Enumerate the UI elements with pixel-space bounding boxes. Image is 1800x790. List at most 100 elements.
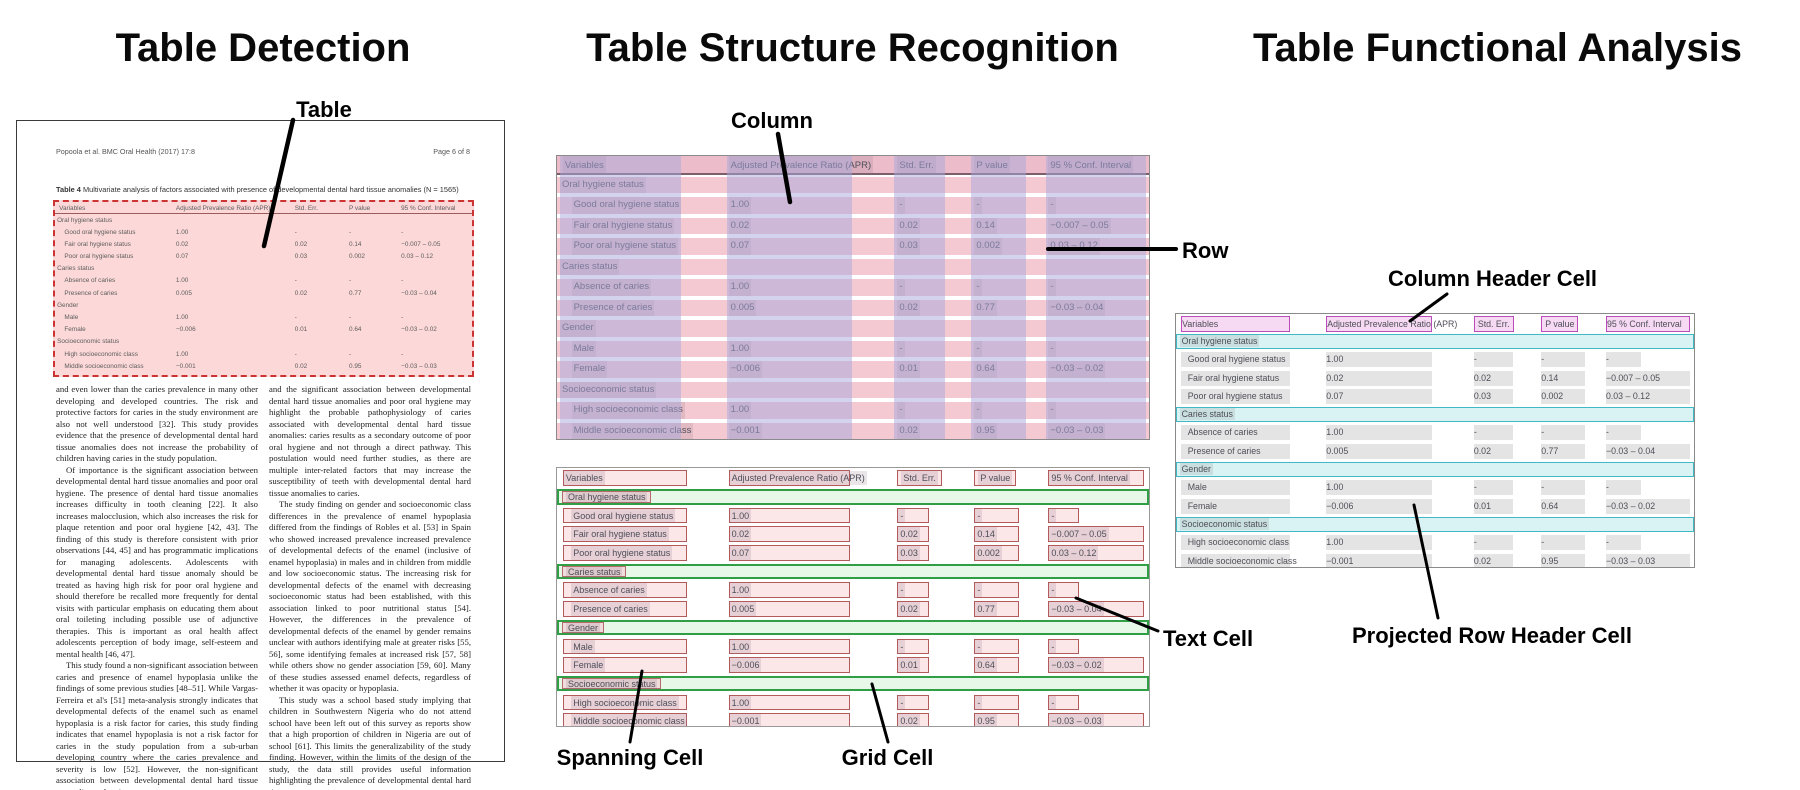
grid-cell <box>295 264 326 274</box>
grid-cell <box>729 382 850 398</box>
grid-cell: - <box>294 277 297 285</box>
column-header-cell: Adjusted Prevalence Ratio (APR) <box>728 156 874 175</box>
grid-cell: - <box>1473 535 1513 551</box>
grid-cell <box>729 177 850 193</box>
grid-cell <box>1047 678 1142 690</box>
row-label-cell: Presence of caries <box>1181 443 1290 459</box>
column-header-cell: Variables <box>562 470 688 486</box>
grid-cell <box>295 216 326 226</box>
row-label-cell: Oral hygiene status <box>1179 335 1260 347</box>
body-text-column-1: and even lower than the caries prevalenc… <box>56 384 258 790</box>
row-label-cell: Poor oral hygiene status <box>64 253 134 261</box>
table-body: Oral hygiene status Good oral hygiene st… <box>557 489 1149 726</box>
row-label-cell: Male <box>563 340 687 358</box>
label-grid-cell: Grid Cell <box>841 745 934 770</box>
grid-cell: 0.01 <box>294 326 308 334</box>
row-label-cell: Middle socioeconomic class <box>1181 553 1297 567</box>
grid-cell <box>401 337 469 347</box>
row-label-cell: Socioeconomic status <box>1179 517 1270 530</box>
grid-cell <box>897 382 941 398</box>
row-label-cell: Caries status <box>57 265 95 273</box>
grid-cell: 0.002 <box>1541 388 1586 404</box>
running-head: Popoola et al. BMC Oral Health (2017) 17… <box>56 147 196 156</box>
grid-cell: - <box>897 197 941 214</box>
panel-title-structure-recognition: Table Structure Recognition <box>586 26 1119 70</box>
grid-cell <box>1474 335 1513 348</box>
row-label-cell: Female <box>563 361 687 378</box>
label-spanning-cell: Spanning Cell <box>556 745 704 770</box>
row-label-cell: Good oral hygiene status <box>563 197 687 214</box>
table-body: Oral hygiene status Good oral hygiene st… <box>55 214 472 376</box>
grid-cell: - <box>401 314 404 321</box>
grid-cell <box>1327 463 1433 476</box>
table-row: Fair oral hygiene status 0.02 0.02 0.14 … <box>557 217 1149 235</box>
grid-cell: 0.07 <box>728 238 850 255</box>
table-row: Poor oral hygiene status 0.07 0.03 0.002… <box>55 252 472 262</box>
grid-cell <box>729 259 850 275</box>
table-row: Poor oral hygiene status 0.07 0.03 0.002… <box>1176 388 1694 404</box>
grid-cell: 0.14 <box>974 526 1024 542</box>
grid-cell <box>897 491 941 503</box>
column-header-cell: 95 % Conf. Interval <box>1605 316 1690 332</box>
column-header-cell: 95 % Conf. Interval <box>1048 156 1144 175</box>
grid-cell: −0.001 <box>728 422 850 439</box>
table-row: Presence of caries 0.005 0.02 0.77 −0.03… <box>557 601 1149 617</box>
table-row: Good oral hygiene status 1.00 - - - <box>1176 352 1694 368</box>
grid-cell <box>730 622 851 634</box>
grid-cell <box>1605 335 1689 348</box>
grid-cell: 1.00 <box>728 694 851 711</box>
table-header-row: Variables Adjusted Prevalence Ratio (APR)… <box>1176 316 1694 332</box>
grid-cell: 1.00 <box>728 197 850 214</box>
grid-cell <box>1541 463 1585 476</box>
paragraph: Of importance is the significant associa… <box>56 464 258 659</box>
grid-cell: 0.14 <box>348 240 362 248</box>
grid-cell: - <box>348 350 352 358</box>
grid-cell: - <box>897 507 941 524</box>
grid-cell: - <box>401 228 404 236</box>
grid-cell: - <box>897 638 941 654</box>
grid-cell <box>730 491 851 503</box>
grid-cell: - <box>974 638 1024 654</box>
grid-cell: 0.02 <box>897 217 941 235</box>
table-row: Socioeconomic status <box>1176 516 1694 532</box>
table-row: Oral hygiene status <box>55 216 472 226</box>
grid-cell: - <box>974 279 1024 296</box>
column-header-cell: Std. Err. <box>897 156 941 175</box>
table-header-row: Variables Adjusted Prevalence Ratio (APR)… <box>557 156 1149 175</box>
table-header-row: Variables Adjusted Prevalence Ratio (APR)… <box>55 203 472 214</box>
grid-cell <box>897 259 941 275</box>
table-row: Female −0.006 0.01 0.64 −0.03 – 0.02 <box>1176 498 1694 514</box>
grid-cell: - <box>1048 582 1144 598</box>
grid-cell <box>897 622 941 634</box>
grid-cell <box>729 320 850 336</box>
grid-cell <box>176 337 261 347</box>
grid-cell: - <box>1048 638 1144 654</box>
grid-cell <box>897 320 941 336</box>
grid-cell <box>176 264 261 274</box>
grid-cell: −0.03 – 0.02 <box>1048 361 1144 378</box>
grid-cell: 0.95 <box>348 362 362 370</box>
table-row: Absence of caries 1.00 - - - <box>55 276 472 286</box>
row-label-cell: Fair oral hygiene status <box>1181 370 1290 386</box>
grid-cell: 1.00 <box>728 402 850 419</box>
grid-cell: −0.03 – 0.03 <box>1048 713 1145 726</box>
grid-cell: - <box>897 582 941 598</box>
grid-cell: - <box>897 402 941 419</box>
grid-cell: 0.02 <box>1473 370 1513 386</box>
grid-cell: 0.64 <box>974 361 1024 378</box>
grid-cell: −0.006 <box>728 657 851 673</box>
grid-cell <box>1048 382 1144 398</box>
row-label-cell: High socioeconomic class <box>563 402 687 419</box>
panel-title-table-detection: Table Detection <box>115 26 411 70</box>
grid-cell: 0.77 <box>974 601 1024 617</box>
text-cell: Male <box>562 638 688 654</box>
grid-cell: - <box>1541 480 1586 496</box>
label-text-cell: Text Cell <box>1163 626 1254 651</box>
grid-cell: 0.03 – 0.12 <box>1048 238 1144 255</box>
table-row: Absence of caries 1.00 - - - <box>557 582 1149 598</box>
paragraph: The study finding on gender and socioeco… <box>269 499 471 693</box>
table-row: Male 1.00 - - - <box>1176 480 1694 496</box>
table-row: Caries status <box>557 258 1149 276</box>
table-body: Oral hygiene status Good oral hygiene st… <box>557 175 1149 439</box>
grid-cell: 1.00 <box>1326 480 1433 496</box>
